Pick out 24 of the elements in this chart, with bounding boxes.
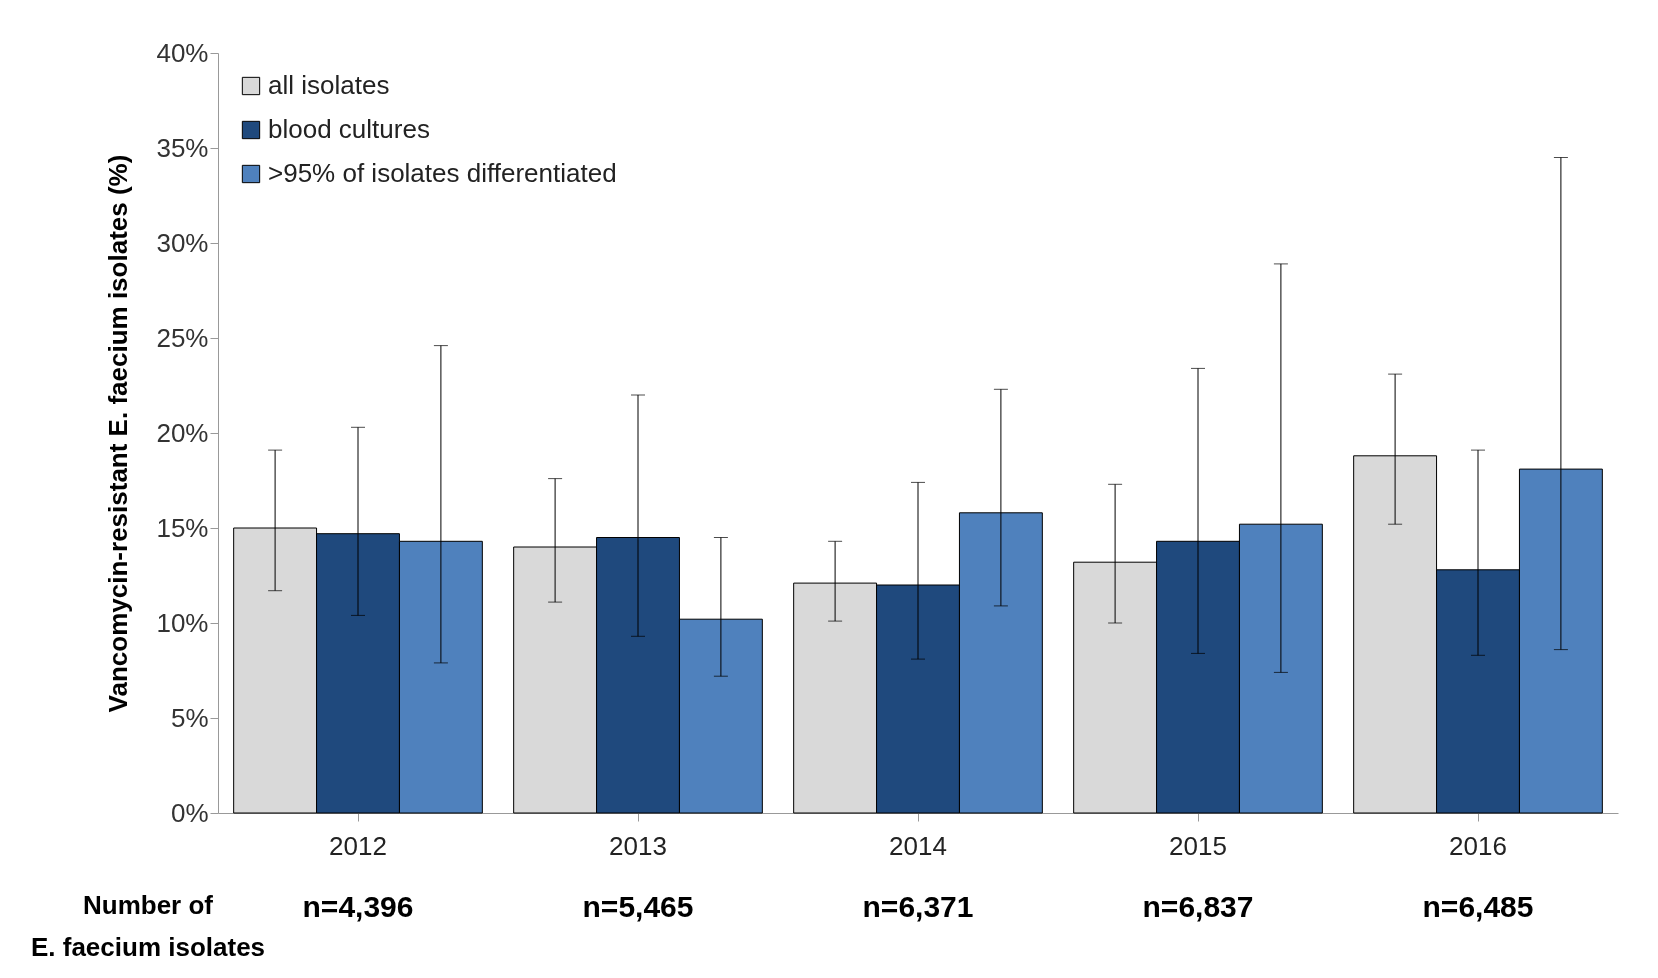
legend-label: blood cultures [268, 114, 430, 144]
text: n=4,396 [302, 890, 414, 923]
legend-label: all isolates [268, 70, 390, 100]
text: n=6,837 [1142, 890, 1254, 923]
legend-label: >95% of isolates differentiated [268, 158, 617, 188]
text: n=6,485 [1422, 890, 1534, 923]
y-axis-title: Vancomycin-resistant E. faecium isolates (%) [103, 154, 134, 713]
y-tick-label: 10% [156, 607, 209, 638]
x-tick-label: 2013 [609, 830, 667, 861]
y-tick-label: 25% [156, 322, 209, 353]
x-tick-label: 2015 [1169, 830, 1227, 861]
x-tick-label: 2016 [1449, 830, 1507, 861]
text: Number of E. faecium isolates [30, 890, 266, 962]
x-tick-label: 2014 [889, 830, 947, 861]
y-tick-label: 30% [156, 227, 209, 258]
x-tick-label: 2012 [329, 830, 387, 861]
text: n=6,371 [862, 890, 974, 923]
y-tick-label: 20% [156, 417, 209, 448]
y-tick-label: 0% [170, 797, 209, 828]
y-tick-label: 5% [170, 702, 209, 733]
text: n=5,465 [582, 890, 694, 923]
y-tick-label: 35% [156, 132, 209, 163]
y-tick-label: 15% [156, 512, 209, 543]
y-tick-label: 40% [156, 37, 209, 68]
